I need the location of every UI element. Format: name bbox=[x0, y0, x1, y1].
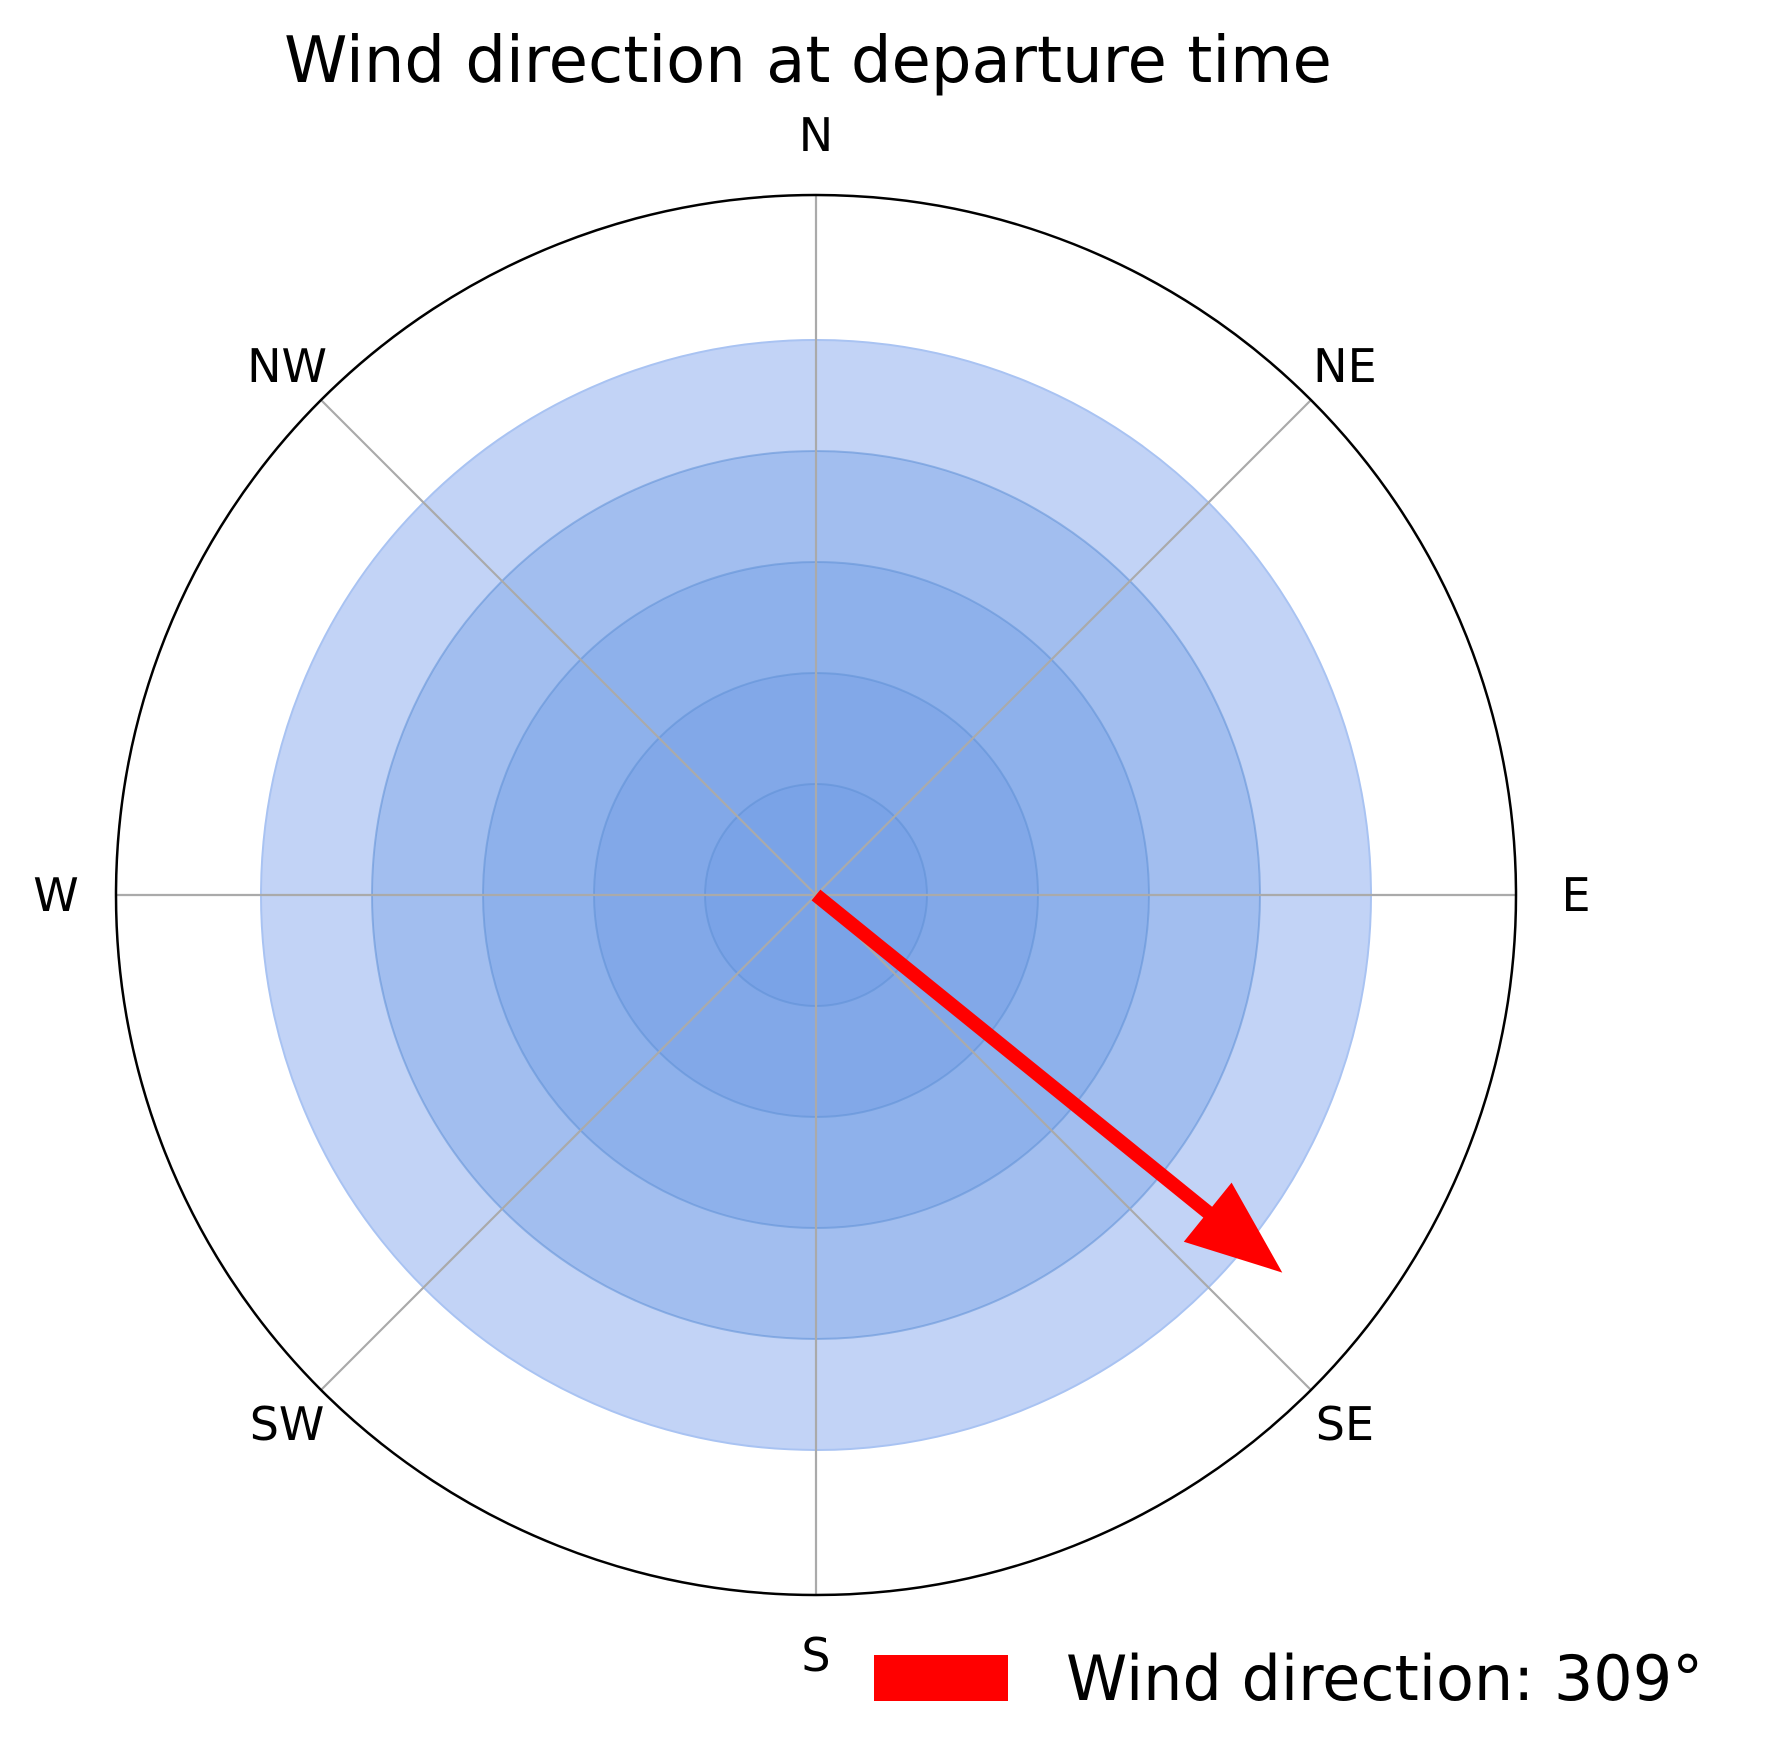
spoke-nw bbox=[320, 399, 817, 896]
wind-arrow bbox=[811, 889, 1283, 1273]
direction-label-w: W bbox=[33, 868, 78, 922]
spoke-se bbox=[815, 894, 1312, 1391]
legend-swatch bbox=[874, 1655, 1008, 1701]
direction-label-sw: SW bbox=[250, 1397, 325, 1451]
direction-label-s: S bbox=[801, 1628, 830, 1682]
direction-labels: N NE E SE S SW W NW bbox=[33, 108, 1590, 1682]
spokes-layer bbox=[116, 195, 1516, 1595]
direction-label-n: N bbox=[799, 108, 833, 162]
direction-label-se: SE bbox=[1316, 1397, 1374, 1451]
legend: Wind direction: 309° bbox=[874, 1642, 1703, 1715]
chart-title: Wind direction at departure time bbox=[284, 24, 1332, 98]
direction-label-e: E bbox=[1561, 868, 1590, 922]
direction-label-nw: NW bbox=[247, 339, 327, 393]
polar-frame bbox=[114, 193, 1518, 1597]
wind-arrow-shape bbox=[811, 889, 1283, 1273]
spoke-ne bbox=[815, 399, 1312, 896]
direction-label-ne: NE bbox=[1313, 339, 1376, 393]
legend-label: Wind direction: 309° bbox=[1066, 1642, 1703, 1715]
spoke-sw bbox=[320, 894, 817, 1391]
